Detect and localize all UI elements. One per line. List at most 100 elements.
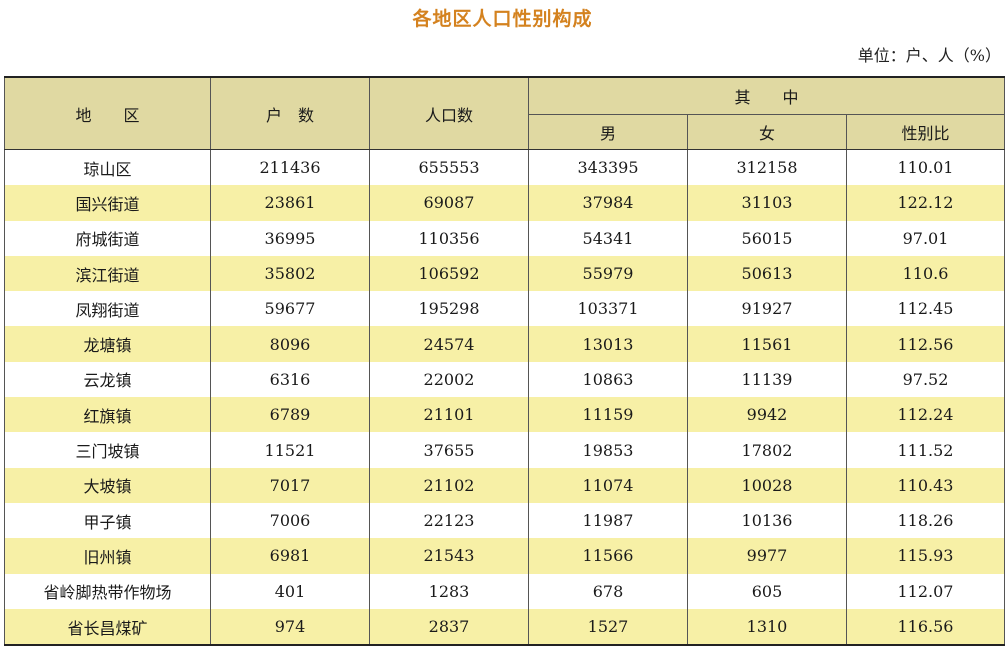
cell-households: 36995 [210, 220, 370, 256]
cell-households: 7006 [210, 502, 370, 539]
cell-female: 56015 [687, 220, 847, 256]
cell-households: 7017 [210, 467, 370, 503]
cell-households: 974 [210, 608, 370, 647]
cell-region: 三门坡镇 [4, 432, 211, 468]
cell-female: 605 [687, 573, 847, 609]
cell-male: 11566 [528, 538, 688, 574]
table-row: 琼山区 211436 655553 343395 312158 110.01 [4, 149, 1005, 186]
header-households: 户 数 [210, 76, 370, 150]
table-row: 省长昌煤矿 974 2837 1527 1310 116.56 [4, 608, 1005, 647]
cell-households: 6316 [210, 361, 370, 398]
cell-female: 11139 [687, 361, 847, 398]
cell-sex-ratio: 116.56 [846, 608, 1005, 647]
cell-male: 54341 [528, 220, 688, 256]
header-region: 地 区 [4, 76, 211, 150]
cell-population: 21543 [369, 538, 529, 574]
cell-region: 滨江街道 [4, 255, 211, 292]
cell-sex-ratio: 112.45 [846, 291, 1005, 327]
cell-population: 69087 [369, 185, 529, 221]
cell-sex-ratio: 97.01 [846, 220, 1005, 256]
page-title: 各地区人口性别构成 [412, 8, 593, 30]
cell-sex-ratio: 110.6 [846, 255, 1005, 292]
cell-population: 1283 [369, 573, 529, 609]
cell-sex-ratio: 111.52 [846, 432, 1005, 468]
cell-households: 11521 [210, 432, 370, 468]
cell-male: 19853 [528, 432, 688, 468]
cell-households: 401 [210, 573, 370, 609]
cell-region: 甲子镇 [4, 502, 211, 539]
cell-households: 6789 [210, 397, 370, 433]
cell-population: 110356 [369, 220, 529, 256]
cell-sex-ratio: 110.01 [846, 149, 1005, 186]
cell-female: 10136 [687, 502, 847, 539]
cell-male: 11987 [528, 502, 688, 539]
table-row: 凤翔街道 59677 195298 103371 91927 112.45 [4, 291, 1005, 327]
cell-population: 655553 [369, 149, 529, 186]
cell-region: 省长昌煤矿 [4, 608, 211, 647]
cell-female: 10028 [687, 467, 847, 503]
table-row: 云龙镇 6316 22002 10863 11139 97.52 [4, 361, 1005, 398]
cell-region: 云龙镇 [4, 361, 211, 398]
table-row: 府城街道 36995 110356 54341 56015 97.01 [4, 220, 1005, 256]
header-male: 男 [528, 114, 688, 150]
cell-male: 11074 [528, 467, 688, 503]
cell-sex-ratio: 118.26 [846, 502, 1005, 539]
cell-population: 106592 [369, 255, 529, 292]
cell-population: 22123 [369, 502, 529, 539]
table-row: 龙塘镇 8096 24574 13013 11561 112.56 [4, 326, 1005, 362]
cell-female: 312158 [687, 149, 847, 186]
table-row: 甲子镇 7006 22123 11987 10136 118.26 [4, 502, 1005, 539]
cell-male: 37984 [528, 185, 688, 221]
header-of-which: 其 中 [528, 76, 1005, 115]
cell-female: 50613 [687, 255, 847, 292]
cell-female: 9977 [687, 538, 847, 574]
cell-male: 55979 [528, 255, 688, 292]
cell-population: 2837 [369, 608, 529, 647]
cell-male: 343395 [528, 149, 688, 186]
cell-population: 21101 [369, 397, 529, 433]
cell-population: 22002 [369, 361, 529, 398]
cell-population: 21102 [369, 467, 529, 503]
table-row: 三门坡镇 11521 37655 19853 17802 111.52 [4, 432, 1005, 468]
cell-region: 省岭脚热带作物场 [4, 573, 211, 609]
table-row: 红旗镇 6789 21101 11159 9942 112.24 [4, 397, 1005, 433]
cell-male: 10863 [528, 361, 688, 398]
cell-region: 国兴街道 [4, 185, 211, 221]
cell-region: 凤翔街道 [4, 291, 211, 327]
table-row: 旧州镇 6981 21543 11566 9977 115.93 [4, 538, 1005, 574]
header-population: 人口数 [369, 76, 529, 150]
cell-male: 678 [528, 573, 688, 609]
cell-female: 9942 [687, 397, 847, 433]
cell-population: 37655 [369, 432, 529, 468]
cell-households: 35802 [210, 255, 370, 292]
cell-households: 8096 [210, 326, 370, 362]
cell-sex-ratio: 110.43 [846, 467, 1005, 503]
cell-region: 大坡镇 [4, 467, 211, 503]
cell-region: 旧州镇 [4, 538, 211, 574]
cell-male: 11159 [528, 397, 688, 433]
cell-male: 103371 [528, 291, 688, 327]
cell-sex-ratio: 115.93 [846, 538, 1005, 574]
cell-region: 龙塘镇 [4, 326, 211, 362]
cell-region: 红旗镇 [4, 397, 211, 433]
cell-female: 91927 [687, 291, 847, 327]
cell-households: 6981 [210, 538, 370, 574]
cell-sex-ratio: 112.07 [846, 573, 1005, 609]
table-row: 国兴街道 23861 69087 37984 31103 122.12 [4, 185, 1005, 221]
cell-female: 31103 [687, 185, 847, 221]
cell-sex-ratio: 112.56 [846, 326, 1005, 362]
cell-households: 211436 [210, 149, 370, 186]
cell-male: 13013 [528, 326, 688, 362]
unit-note: 单位：户、人（%） [857, 46, 1001, 65]
table-row: 滨江街道 35802 106592 55979 50613 110.6 [4, 255, 1005, 292]
cell-population: 24574 [369, 326, 529, 362]
table-row: 大坡镇 7017 21102 11074 10028 110.43 [4, 467, 1005, 503]
cell-households: 23861 [210, 185, 370, 221]
cell-sex-ratio: 122.12 [846, 185, 1005, 221]
cell-region: 府城街道 [4, 220, 211, 256]
cell-female: 17802 [687, 432, 847, 468]
table-row: 省岭脚热带作物场 401 1283 678 605 112.07 [4, 573, 1005, 609]
population-table: 地 区 户 数 人口数 其 中 男 女 性别比 琼山区 211436 655553 3… [4, 76, 1005, 647]
cell-region: 琼山区 [4, 149, 211, 186]
cell-population: 195298 [369, 291, 529, 327]
